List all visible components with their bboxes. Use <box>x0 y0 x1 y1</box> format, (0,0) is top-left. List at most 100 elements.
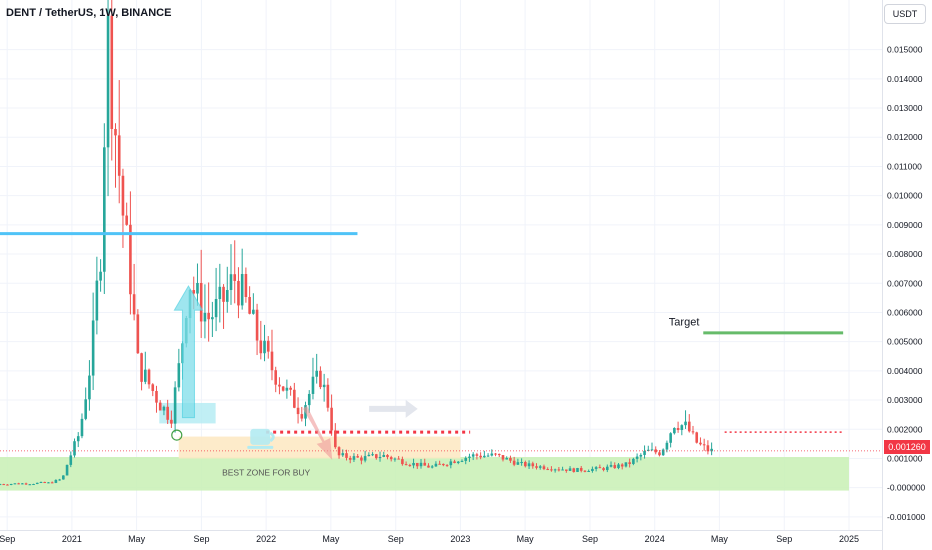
candle-body <box>423 462 427 466</box>
price-tick-label: -0.001000 <box>887 512 926 522</box>
time-axis-separator <box>0 530 882 531</box>
candle-body <box>311 376 315 394</box>
time-tick-label: 2022 <box>256 534 276 544</box>
candle-body <box>248 297 251 314</box>
candle-body <box>136 314 140 354</box>
candle-body <box>710 448 713 452</box>
candle-body <box>330 407 333 431</box>
candle-body <box>635 456 639 459</box>
candle-body <box>91 320 95 376</box>
candle-body <box>192 290 196 294</box>
time-tick-label: Sep <box>582 534 598 544</box>
candle-body <box>505 458 509 460</box>
candle-body <box>624 462 628 467</box>
candle-body <box>561 469 564 471</box>
candle-body <box>449 461 453 466</box>
candle-body <box>39 482 43 484</box>
candle-body <box>542 466 546 470</box>
candle-body <box>632 458 635 464</box>
candle-body <box>28 484 32 486</box>
candle-body <box>293 389 296 408</box>
candle-body <box>0 484 2 486</box>
candle-body <box>237 280 240 306</box>
candle-body <box>550 469 553 471</box>
candle-body <box>628 462 631 464</box>
candle-body <box>352 456 356 460</box>
candle-body <box>445 465 449 467</box>
right-arrow-icon <box>369 399 418 418</box>
candle-body <box>691 431 695 433</box>
candle-body <box>244 274 248 298</box>
candle-body <box>408 465 412 467</box>
candle-body <box>110 15 114 129</box>
candle-body <box>166 406 169 420</box>
candle-body <box>464 457 468 461</box>
candle-body <box>401 459 404 465</box>
candle-body <box>103 147 106 272</box>
candle-body <box>132 294 136 315</box>
candle-body <box>434 463 438 467</box>
candle-body <box>140 353 143 382</box>
candle-body <box>144 369 147 382</box>
candle-body <box>285 387 289 391</box>
candle-body <box>125 215 128 225</box>
candle-body <box>576 467 579 472</box>
candle-body <box>50 482 54 484</box>
candle-body <box>2 484 6 486</box>
price-tick-label: 0.004000 <box>887 366 923 376</box>
price-tick-label: 0.006000 <box>887 307 923 317</box>
candle-body <box>99 271 102 281</box>
candle-body <box>602 468 605 471</box>
time-axis-bg <box>0 531 882 550</box>
candle-body <box>687 421 691 432</box>
candle-body <box>371 454 374 456</box>
candle-body <box>397 458 400 460</box>
candle-body <box>274 370 278 385</box>
candle-body <box>214 298 218 318</box>
candle-body <box>315 370 318 377</box>
candle-body <box>170 419 173 424</box>
candle-body <box>207 312 210 320</box>
candle-body <box>676 428 680 431</box>
candle-body <box>527 463 531 467</box>
time-tick-label: 2023 <box>450 534 470 544</box>
price-tick-label: -0.000000 <box>887 483 926 493</box>
candle-body <box>442 463 445 466</box>
candle-body <box>665 442 669 450</box>
candle-body <box>509 458 512 461</box>
candle-body <box>199 282 203 322</box>
price-axis-bg <box>883 0 932 550</box>
time-axis: Sep 2021 May Sep 2022 May Sep 2023 May Sep 2024 May… <box>0 531 882 550</box>
candle-body <box>69 455 73 465</box>
candle-body <box>121 175 125 216</box>
candle-body <box>427 465 430 468</box>
candle-body <box>173 387 177 424</box>
candle-body <box>535 466 538 468</box>
candle-body <box>363 456 367 461</box>
candle-body <box>490 453 494 456</box>
candle-body <box>572 468 576 472</box>
candle-body <box>382 454 386 457</box>
candle-body <box>129 224 132 295</box>
currency-button[interactable]: USDT <box>884 4 926 24</box>
candle-body <box>483 455 486 458</box>
candle-body <box>151 384 155 391</box>
candle-body <box>565 469 568 471</box>
candle-body <box>613 465 617 469</box>
candle-body <box>47 482 50 484</box>
price-tick-label: 0.011000 <box>887 161 922 171</box>
candle-body <box>334 430 337 448</box>
candle-body <box>639 454 643 457</box>
candle-body <box>76 436 80 442</box>
price-tick-label: 0.008000 <box>887 249 923 259</box>
candle-body <box>456 461 460 463</box>
candle-body <box>21 483 24 485</box>
coffee-cup-handle <box>269 431 275 443</box>
candle-body <box>419 462 423 467</box>
candle-body <box>54 479 58 483</box>
candle-body <box>84 399 87 419</box>
candle-body <box>259 340 263 354</box>
candle-body <box>360 457 363 461</box>
candle-body <box>531 463 535 467</box>
